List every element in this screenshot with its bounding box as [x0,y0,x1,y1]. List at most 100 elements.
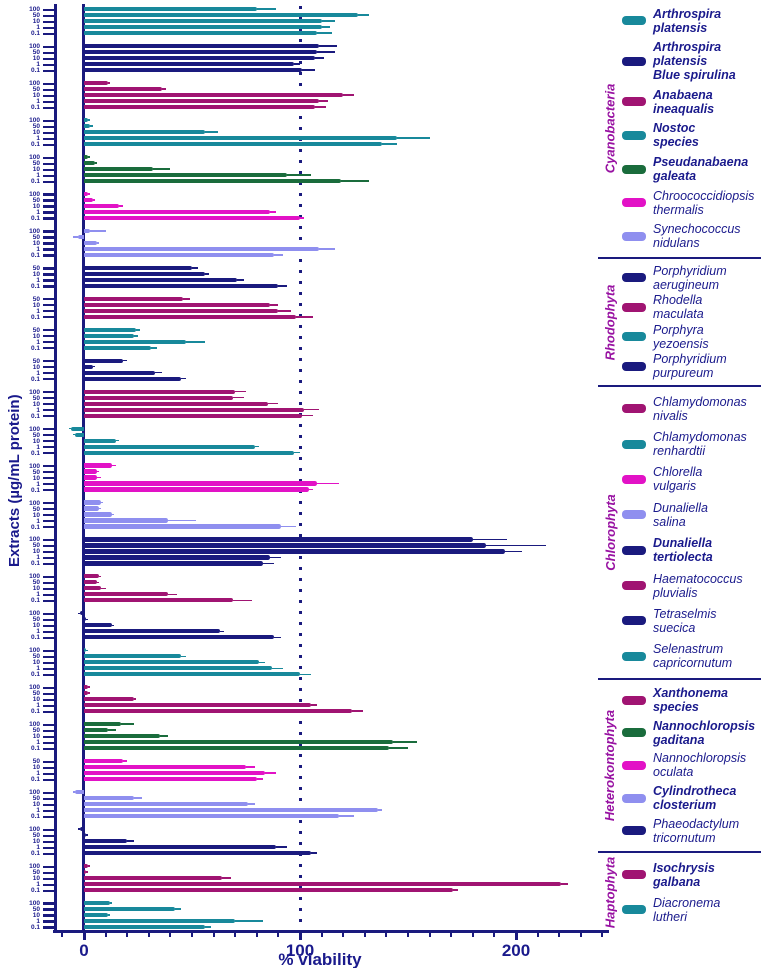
y-tick [43,686,54,689]
y-tick [43,32,54,35]
y-tick [43,298,54,301]
bar [84,172,288,178]
error-bar [73,791,76,793]
y-tick [43,14,54,17]
y-tick-label: 100 [29,80,40,88]
y-tick [43,840,54,843]
y-tick-label: 100 [29,117,40,125]
x-minor-tick [579,932,582,937]
bar [84,487,309,492]
y-tick [43,20,54,23]
x-minor-tick [147,932,150,937]
legend-swatch [622,510,646,520]
y-tick-label: 0.1 [30,887,40,894]
bar [84,765,246,770]
legend-item: Porphyra yezoensis [622,323,761,351]
species-name: Chlorella vulgaris [653,465,703,494]
y-tick [43,593,54,597]
y-tick-label: 1 [36,591,40,599]
bar [84,906,175,912]
error-bar [99,575,102,578]
bar [84,648,87,653]
legend-swatch [622,870,646,879]
bar [84,672,300,677]
error-bar [86,649,89,652]
y-tick-label: 0.1 [30,813,40,821]
bar [84,178,342,184]
species-name: Porphyra yezoensis [653,322,709,351]
legend-items: Porphyridium aerugineum Rhodella maculata… [622,259,761,385]
error-bar [269,211,277,213]
y-tick-label: 100 [29,863,40,870]
y-tick [43,100,54,103]
y-tick [43,735,54,738]
bar [84,586,102,591]
bar [84,215,300,221]
phylum-label: Haptophyta [602,856,618,928]
bar [84,401,268,406]
error-bar [116,439,119,442]
bar [84,407,305,412]
y-tick [43,852,54,855]
x-minor-tick [407,932,409,937]
y-tick-label: 50 [32,196,40,204]
y-tick [43,310,54,313]
reference-line-100pct [299,6,302,932]
y-tick-label: 0.1 [30,449,40,457]
y-tick-label: 100 [29,721,40,729]
bar [84,887,454,893]
y-tick-label: 100 [29,43,40,51]
error-bar [174,908,182,910]
bar [84,524,281,529]
bar [84,56,316,61]
y-tick-label: 100 [29,388,40,396]
bar [84,7,257,12]
error-bar [101,501,104,504]
bar [84,518,169,523]
y-tick [43,347,54,350]
y-tick-label: 10 [32,18,40,26]
y-tick-label: 1 [36,307,40,315]
x-major-tick [83,932,86,940]
y-tick [43,403,54,406]
error-bar [265,772,277,774]
y-tick [43,143,54,146]
y-tick-label: 50 [32,233,40,241]
y-tick [43,834,54,837]
species-name: Anabaena ineaqualis [653,87,715,116]
y-tick [43,63,54,66]
legend-item: Haematococcus pluvialis [622,572,761,600]
bar [84,709,352,714]
legend-swatch [622,198,646,208]
bar [84,555,270,560]
y-tick [43,673,54,676]
legend-swatch [622,231,646,241]
bar [84,339,186,344]
error-bar [88,686,91,689]
y-tick [43,217,54,220]
y-tick-label: 50 [32,653,40,661]
y-tick-label: 50 [32,579,40,587]
error-bar [109,902,113,904]
y-tick [43,57,54,60]
y-tick [43,803,54,806]
y-tick-label: 1 [36,807,40,815]
bar [84,358,123,363]
error-bar [112,513,115,516]
legend-section-cyanobacteria: Cyanobacteria Arthrospira platensis Arthro… [598,0,761,257]
legend-item: Dunaliella tertiolecta [622,536,761,564]
y-tick-label: 10 [32,911,40,919]
y-tick [43,520,54,523]
y-tick-label: 50 [32,12,40,20]
y-tick-label: 10 [32,622,40,630]
y-tick [43,465,54,468]
error-bar [122,359,128,362]
y-tick [43,69,54,72]
x-minor-tick [450,932,453,937]
y-tick-label: 10 [32,301,40,309]
y-tick [43,828,54,831]
x-tick-label: 100 [285,941,315,960]
error-bar [256,778,264,780]
legend-section-heterokontophyta: Heterokontophyta Xanthonema species Nannoc… [598,678,761,851]
error-bar [233,396,244,399]
